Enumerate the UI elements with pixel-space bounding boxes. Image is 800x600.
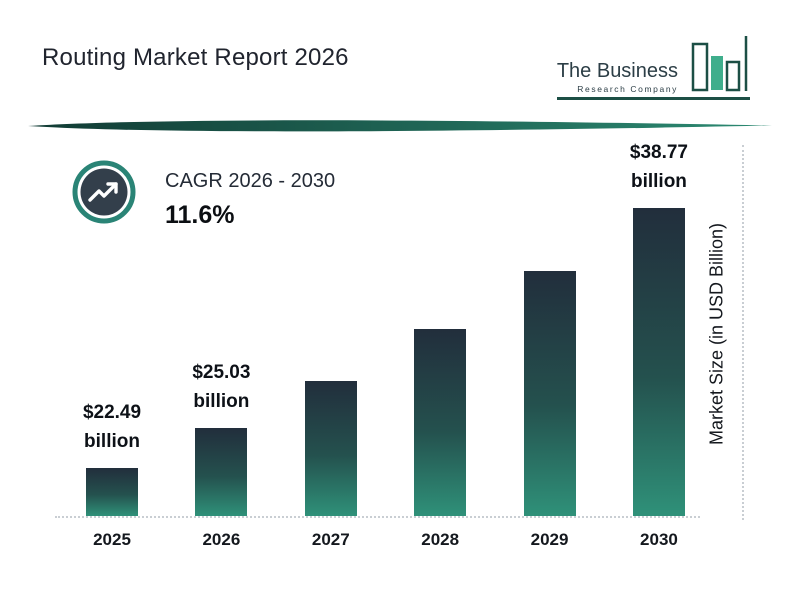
bar-column-2027 bbox=[296, 381, 366, 516]
plot-area: $22.49 billion $25.03 billion $38.77 billion bbox=[55, 142, 700, 518]
logo-name: The Business bbox=[556, 60, 678, 82]
company-logo: The Business Research Company bbox=[556, 34, 750, 100]
right-dotted-line bbox=[742, 145, 744, 520]
chart-area: $22.49 billion $25.03 billion $38.77 billion … bbox=[55, 142, 700, 560]
cagr-value: 11.6% bbox=[165, 201, 235, 229]
x-tick-2029: 2029 bbox=[530, 530, 569, 549]
bar-value-label-2030: $38.77 billion bbox=[630, 139, 688, 196]
cagr-label: CAGR 2026 - 2030 bbox=[165, 170, 336, 192]
header-divider bbox=[28, 118, 772, 134]
bar-2030 bbox=[632, 208, 685, 516]
bar-2029 bbox=[523, 271, 576, 516]
bar-column-2028 bbox=[405, 329, 475, 516]
x-tick-2027: 2027 bbox=[311, 530, 350, 549]
x-tick-2028: 2028 bbox=[421, 530, 460, 549]
logo-bars-icon bbox=[684, 34, 750, 97]
bar-value-unit: billion bbox=[193, 390, 250, 412]
bar-2027 bbox=[304, 381, 357, 516]
bar-value-amount: $25.03 bbox=[192, 362, 251, 383]
bar-2025 bbox=[86, 468, 138, 516]
bar-value-amount: $38.77 bbox=[629, 142, 689, 163]
bar-value-unit: billion bbox=[630, 170, 687, 192]
bar-column-2029 bbox=[515, 271, 585, 516]
bar-2026 bbox=[195, 428, 248, 516]
cagr-text: CAGR 2026 - 2030 11.6% bbox=[165, 170, 335, 230]
x-tick-2026: 2026 bbox=[202, 530, 241, 549]
x-tick-2030: 2030 bbox=[640, 530, 678, 549]
trend-arrow-icon bbox=[72, 160, 136, 228]
bar-column-2030: $38.77 billion bbox=[624, 139, 694, 516]
bar-value-unit: billion bbox=[84, 430, 140, 452]
x-tick-2025: 2025 bbox=[93, 530, 131, 549]
bar-value-label-2026: $25.03 billion bbox=[192, 359, 250, 416]
page-title: Routing Market Report 2026 bbox=[42, 44, 349, 71]
bar-2028 bbox=[414, 329, 467, 516]
bar-column-2026: $25.03 billion bbox=[186, 359, 256, 516]
cagr-badge bbox=[72, 160, 136, 229]
bar-column-2025: $22.49 billion bbox=[77, 399, 147, 516]
logo-text: The Business Research Company bbox=[557, 60, 678, 97]
bar-value-label-2025: $22.49 billion bbox=[83, 399, 141, 456]
x-axis-labels: 2025 2026 2027 2028 2029 2030 bbox=[55, 520, 700, 560]
bar-value-amount: $22.49 bbox=[82, 402, 142, 423]
y-axis-title: Market Size (in USD Billion) bbox=[706, 222, 727, 446]
logo-subtitle: Research Company bbox=[577, 84, 678, 94]
